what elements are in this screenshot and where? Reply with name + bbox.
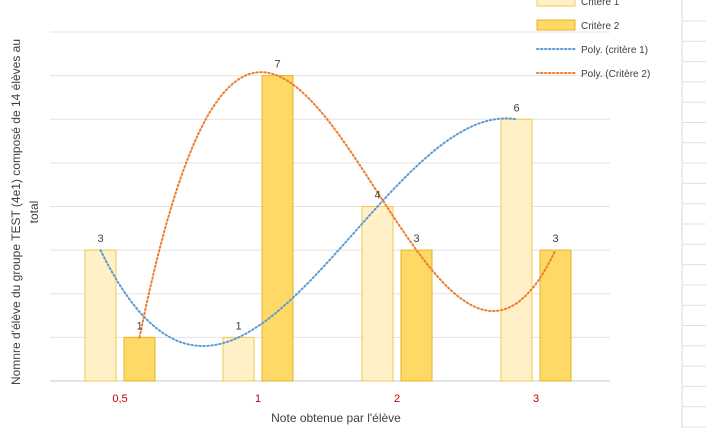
bar-1-4 (500, 118, 533, 382)
legend-swatch (536, 19, 576, 31)
bar-2-4 (539, 249, 572, 382)
legend-swatch (536, 0, 576, 7)
data-label: 1 (235, 320, 241, 332)
legend-entry: Critère 2 (581, 21, 620, 32)
grid-lines (50, 31, 610, 382)
bar-2-1 (123, 336, 156, 382)
x-tick-label: 1 (255, 393, 261, 405)
data-labels: 3 1 4 6 1 7 3 3 (97, 59, 558, 333)
data-label: 3 (413, 233, 419, 245)
data-label: 3 (552, 233, 558, 245)
legend: Critère 1 Critère 2 Poly. (critère 1) Poly.… (536, 0, 650, 80)
legend-entry: Poly. (Critère 2) (581, 69, 650, 80)
data-label: 1 (136, 320, 142, 332)
bar-1-3 (361, 206, 394, 382)
data-label: 7 (274, 59, 280, 71)
bar-1-2 (222, 336, 255, 382)
legend-entry: Critère 1 (581, 0, 620, 8)
data-label: 6 (513, 102, 519, 114)
bar-2-3 (400, 249, 433, 382)
y-axis-title-line-2: total (27, 201, 41, 224)
x-axis-title: Note obtenue par l'élève (271, 411, 401, 425)
legend-entry: Poly. (critère 1) (581, 45, 648, 56)
x-tick-label: 2 (394, 393, 400, 405)
bar-2-2 (261, 75, 294, 382)
bar-1-1 (84, 249, 117, 382)
trendlines (99, 71, 557, 347)
spreadsheet-grid (681, 0, 706, 428)
trendline-2 (138, 71, 557, 339)
data-label: 3 (97, 233, 103, 245)
bars (84, 75, 572, 382)
y-axis-title-line-1: Nomnre d'élève du groupe TEST (4e1) comp… (9, 39, 23, 385)
trendline-1 (99, 117, 518, 347)
x-tick-label: 0,5 (112, 393, 127, 405)
x-tick-labels: 0,5 1 2 3 (112, 393, 539, 405)
x-tick-label: 3 (533, 393, 539, 405)
data-label: 4 (374, 190, 380, 202)
